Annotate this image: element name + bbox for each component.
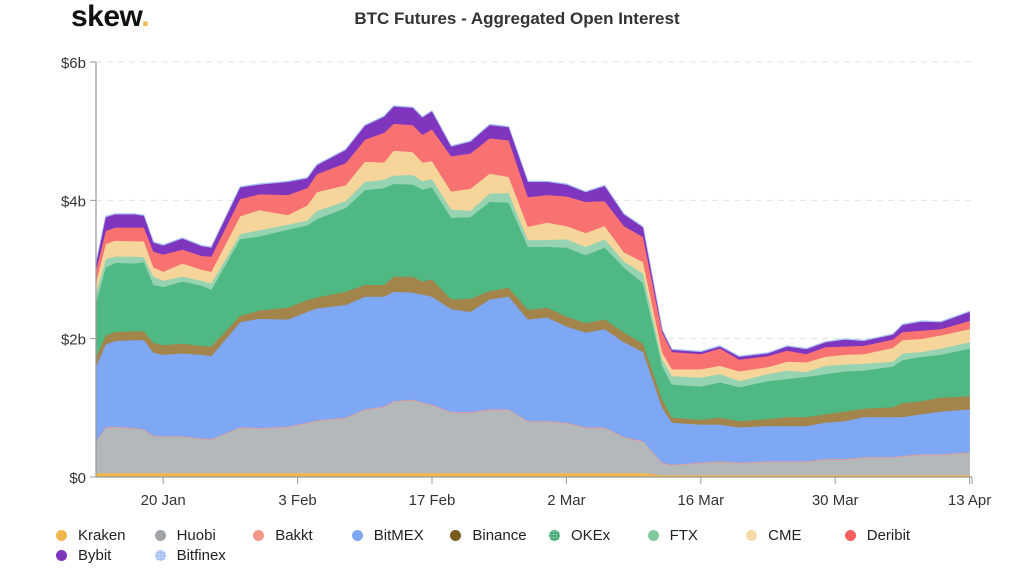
legend-item-bitfinex[interactable]: Bitfinex [154,545,254,565]
legend-marker-icon [746,529,758,541]
legend-label: OKEx [570,526,611,544]
legend-item-kraken[interactable]: Kraken [56,525,155,545]
legend-item-deribit[interactable]: Deribit [844,525,944,545]
legend-item-cme[interactable]: CME [746,525,845,545]
legend-label: CME [768,526,802,544]
y-tick-label: $4b [61,193,86,210]
legend-item-binance[interactable]: Binance [450,525,549,545]
logo-text: skew [71,0,142,33]
y-tick-label: $6b [61,55,86,72]
legend-marker-icon [253,529,265,541]
x-tick-label: 2 Mar [547,492,585,509]
y-tick-label: $2b [61,332,86,349]
legend-item-okex[interactable]: OKEx [548,525,648,545]
x-tick-label: 20 Jan [141,492,186,509]
series-areas [95,105,970,478]
skew-logo: skew. [71,0,150,34]
legend-item-ftx[interactable]: FTX [647,525,747,545]
legend-label: Kraken [78,526,126,544]
legend-marker-icon [154,529,166,541]
legend-item-bakkt[interactable]: Bakkt [253,525,352,545]
x-tick-label: 30 Mar [812,492,859,509]
logo-dot: . [141,0,150,33]
legend-marker-icon [844,529,856,541]
chart-title: BTC Futures - Aggregated Open Interest [354,9,680,28]
legend-label: Huobi [176,526,216,544]
legend-marker-icon [351,529,363,541]
legend: Kraken Huobi Bakkt BitMEX Binance OKEx FTX CME D… [56,525,1016,565]
legend-marker-icon [154,549,166,561]
legend-label: FTX [669,526,698,544]
area-bitfinex [95,105,970,357]
x-tick-label: 13 Apr [948,492,991,509]
legend-label: Bybit [78,546,112,564]
x-tick-label: 16 Mar [677,492,724,509]
legend-label: Deribit [866,526,911,544]
x-tick-label: 3 Feb [278,492,316,509]
x-tick-label: 17 Feb [409,492,456,509]
axes: $0 $2b $4b $6b 20 Jan 3 Feb 17 Feb 2 Mar 16 Mar 3… [61,55,991,509]
legend-label: BitMEX [373,526,424,544]
legend-marker-icon [56,529,67,541]
legend-label: Bitfinex [176,546,226,564]
legend-label: Bakkt [275,526,313,544]
legend-marker-icon [450,529,462,541]
legend-marker-icon [56,549,67,561]
y-tick-label: $0 [69,470,86,487]
legend-item-huobi[interactable]: Huobi [154,525,254,545]
legend-item-bitmex[interactable]: BitMEX [351,525,451,545]
legend-marker-icon [647,529,659,541]
legend-item-bybit[interactable]: Bybit [56,545,155,565]
legend-label: Binance [472,526,527,544]
legend-marker-icon [548,529,560,541]
